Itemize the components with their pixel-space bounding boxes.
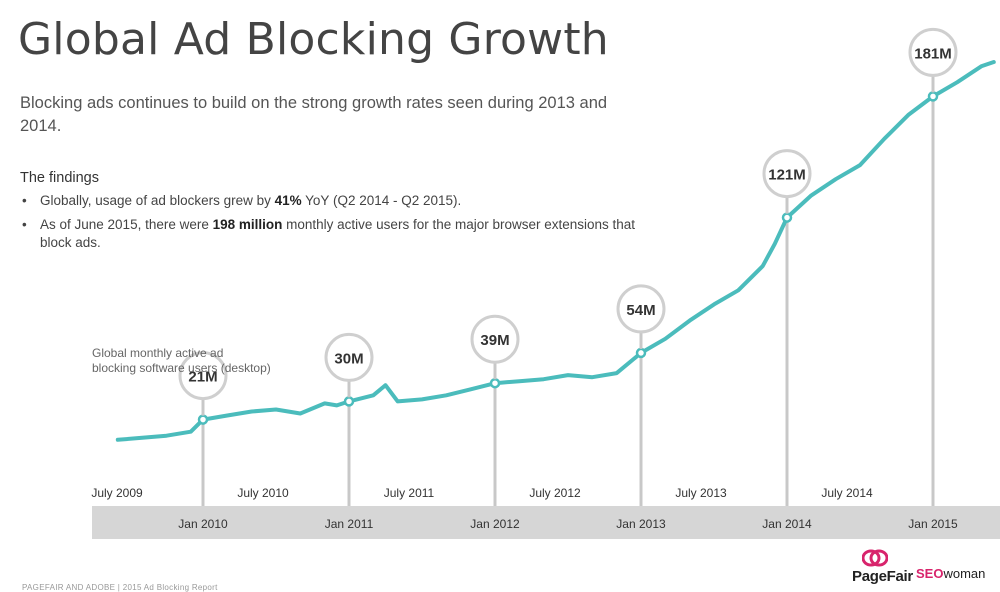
callout-bubble <box>908 27 958 77</box>
seowoman-logo: SEOwoman <box>916 566 985 581</box>
x-tick-label-upper: July 2012 <box>529 486 581 500</box>
x-tick-label-lower: Jan 2012 <box>470 517 520 531</box>
callout-bubble <box>470 314 520 364</box>
bullet-icon: • <box>22 217 27 232</box>
findings-heading: The findings <box>20 170 99 186</box>
x-tick-label-lower: Jan 2011 <box>325 517 374 531</box>
pagefair-wordmark: PageFair <box>852 568 913 585</box>
x-tick-label-upper: July 2010 <box>237 486 289 500</box>
finding-text-bold: 41% <box>274 193 302 208</box>
data-point-marker <box>635 347 647 359</box>
x-tick-label-lower: Jan 2015 <box>908 517 958 531</box>
data-point-marker <box>197 414 209 425</box>
data-point-marker <box>343 396 355 407</box>
footer-credit: PAGEFAIR AND ADOBE | 2015 Ad Blocking Re… <box>22 583 218 592</box>
x-tick-label-lower: Jan 2010 <box>178 517 228 531</box>
finding-item: • As of June 2015, there were 198 millio… <box>20 216 640 252</box>
x-tick-label-upper: July 2011 <box>384 486 435 500</box>
x-tick-label-lower: Jan 2014 <box>762 517 812 531</box>
slide-subtitle: Blocking ads continues to build on the s… <box>20 94 608 135</box>
chart-annotation: Global monthly active ad <box>92 346 223 360</box>
data-point-marker <box>489 377 501 389</box>
data-point-marker <box>927 91 939 102</box>
x-tick-label-lower: Jan 2013 <box>616 517 666 531</box>
x-tick-label-upper: July 2009 <box>91 486 143 500</box>
pagefair-mark-icon <box>862 549 888 567</box>
callout-label: 39M <box>480 332 509 349</box>
bullet-icon: • <box>22 193 27 208</box>
finding-text-pre: As of June 2015, there were <box>40 217 213 232</box>
callout-label: 181M <box>914 45 952 62</box>
series-line <box>115 60 996 442</box>
finding-text-post: monthly active users for the major brows… <box>40 217 636 250</box>
callout-bubble <box>616 284 666 334</box>
slide-title: Global Ad Blocking Growth <box>18 14 609 65</box>
callout-label: 21M <box>188 369 217 386</box>
chart-annotation: blocking software users (desktop) <box>92 361 271 375</box>
x-tick-label-upper: July 2014 <box>821 486 873 500</box>
finding-text-bold: 198 million <box>212 217 283 232</box>
x-tick-label-upper: July 2013 <box>675 486 727 500</box>
callout-bubble <box>762 149 812 199</box>
callout-bubble <box>178 351 228 401</box>
callout-bubble <box>324 332 374 382</box>
finding-item: • Globally, usage of ad blockers grew by… <box>20 192 640 210</box>
seowoman-seo: SEO <box>916 566 944 581</box>
x-axis-band <box>92 506 1000 539</box>
seowoman-rest: woman <box>943 566 986 581</box>
finding-text-post: YoY (Q2 2014 - Q2 2015). <box>301 193 462 208</box>
findings-list: • Globally, usage of ad blockers grew by… <box>20 192 640 252</box>
pagefair-logo: PageFair <box>840 548 913 588</box>
finding-text-pre: Globally, usage of ad blockers grew by <box>40 193 275 208</box>
callout-label: 54M <box>626 302 655 319</box>
callout-label: 30M <box>334 350 363 367</box>
data-point-marker <box>781 212 793 223</box>
callout-label: 121M <box>768 167 806 184</box>
findings-section: The findings • Globally, usage of ad blo… <box>20 170 640 258</box>
